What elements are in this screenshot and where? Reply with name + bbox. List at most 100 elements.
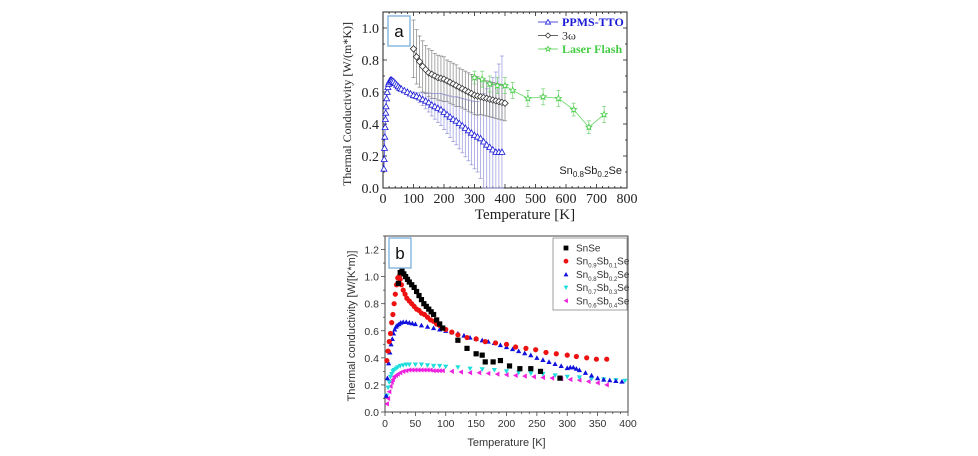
panel-a-label-box: a <box>387 15 411 47</box>
data-point <box>576 375 582 381</box>
data-point <box>482 359 488 365</box>
data-point <box>418 297 425 303</box>
data-point <box>443 364 449 370</box>
x-tick-label: 500 <box>525 192 546 207</box>
data-point <box>485 370 491 377</box>
legend-label: SnSe <box>576 244 601 255</box>
data-point <box>585 378 591 385</box>
data-point <box>424 363 431 368</box>
panel-a-label: a <box>394 22 404 41</box>
data-point <box>464 126 473 134</box>
data-point <box>380 144 389 151</box>
data-point <box>485 79 494 88</box>
data-point <box>500 81 510 90</box>
data-point <box>557 375 563 381</box>
panel-a-y-tick-labels: 0.0 0.2 0.4 0.6 0.8 1.0 <box>362 22 380 197</box>
legend-entry: Sn0.9Sb0.1Se <box>563 257 630 270</box>
data-point <box>595 375 601 381</box>
data-point <box>516 348 522 354</box>
data-point <box>553 351 559 357</box>
legend-entry: Laser Flash <box>538 42 622 56</box>
data-point <box>552 373 558 379</box>
data-point <box>446 112 454 120</box>
data-point <box>416 292 422 299</box>
data-point <box>567 376 573 383</box>
data-point <box>479 137 488 145</box>
x-tick-label: 150 <box>467 418 485 430</box>
data-point <box>397 363 403 369</box>
legend-label: 3ω <box>562 29 576 43</box>
data-point <box>486 143 494 151</box>
data-point <box>523 94 532 102</box>
y-tick-label: 0.0 <box>362 182 380 197</box>
panel-b-legend: SnSe Sn0.9Sb0.1SeSn0.8Sb0.2SeSn0.7Sb0.3Se… <box>552 237 630 311</box>
data-point <box>537 368 544 374</box>
y-tick-label: 1.2 <box>364 245 379 257</box>
y-tick-label: 1.0 <box>364 272 379 284</box>
x-tick-label: 0 <box>380 192 387 207</box>
y-tick-label: 0.6 <box>364 326 379 338</box>
legend-entry: PPMS-TTO <box>538 15 624 29</box>
data-point <box>593 356 600 362</box>
data-point <box>549 375 555 381</box>
data-point <box>413 288 420 295</box>
data-point <box>399 268 405 274</box>
data-point <box>604 382 609 388</box>
data-point <box>513 372 518 379</box>
data-point <box>534 355 540 360</box>
data-point <box>491 367 497 373</box>
x-tick-label: 800 <box>617 192 638 207</box>
data-point <box>540 357 546 362</box>
data-point <box>455 365 461 370</box>
data-point <box>406 367 412 373</box>
data-point <box>403 368 409 374</box>
data-point <box>440 325 446 331</box>
data-point <box>397 276 403 282</box>
data-point <box>539 92 548 101</box>
data-point <box>478 74 487 83</box>
data-point <box>558 363 564 369</box>
data-point <box>431 368 436 374</box>
data-point <box>490 359 496 365</box>
data-point <box>395 280 401 286</box>
data-point <box>528 371 534 377</box>
data-point <box>400 368 406 374</box>
data-point <box>426 306 432 312</box>
y-tick-label: 0.0 <box>364 407 379 419</box>
legend-entry: Sn0.8Sb0.2Se <box>563 270 630 283</box>
data-point <box>437 321 443 327</box>
data-point <box>513 344 519 350</box>
panel-a-y-axis-title: Thermal Conductivity [W/(m*K)] <box>340 22 354 186</box>
data-point <box>382 94 391 102</box>
x-tick-label: 50 <box>410 418 422 430</box>
legend-marker <box>563 298 568 304</box>
panel-b-x-axis-title: Temperature [K] <box>467 437 545 449</box>
data-point <box>443 110 451 118</box>
legend-marker <box>563 285 569 290</box>
data-point <box>492 340 499 346</box>
data-point <box>437 105 445 113</box>
legend-label: Sn0.9Sb0.1Se <box>576 257 630 270</box>
data-point <box>386 360 392 366</box>
data-point <box>403 274 409 280</box>
panel-b-ticks <box>381 235 629 416</box>
x-tick-label: 0 <box>382 418 388 430</box>
legend-marker <box>563 258 569 264</box>
data-point <box>434 317 440 323</box>
data-point <box>582 370 589 375</box>
panel-a-x-tick-labels: 0 100 200 300 400 500 600 700 800 <box>380 192 638 207</box>
legend-marker <box>544 45 552 52</box>
data-point <box>458 121 466 129</box>
x-tick-label: 350 <box>589 418 607 430</box>
data-point <box>576 367 582 373</box>
data-point <box>384 375 391 381</box>
data-point <box>400 363 406 368</box>
panel-b-markers <box>383 268 628 407</box>
data-point <box>384 357 390 364</box>
data-point <box>503 369 510 374</box>
data-point <box>588 372 595 378</box>
data-point <box>516 370 522 376</box>
data-point <box>455 332 461 338</box>
data-point <box>385 385 391 391</box>
panel-b-chart: 0 50 100 150 200 250 300 350 400 0.0 0.2 0.4 0.6 0.8… <box>346 235 637 449</box>
